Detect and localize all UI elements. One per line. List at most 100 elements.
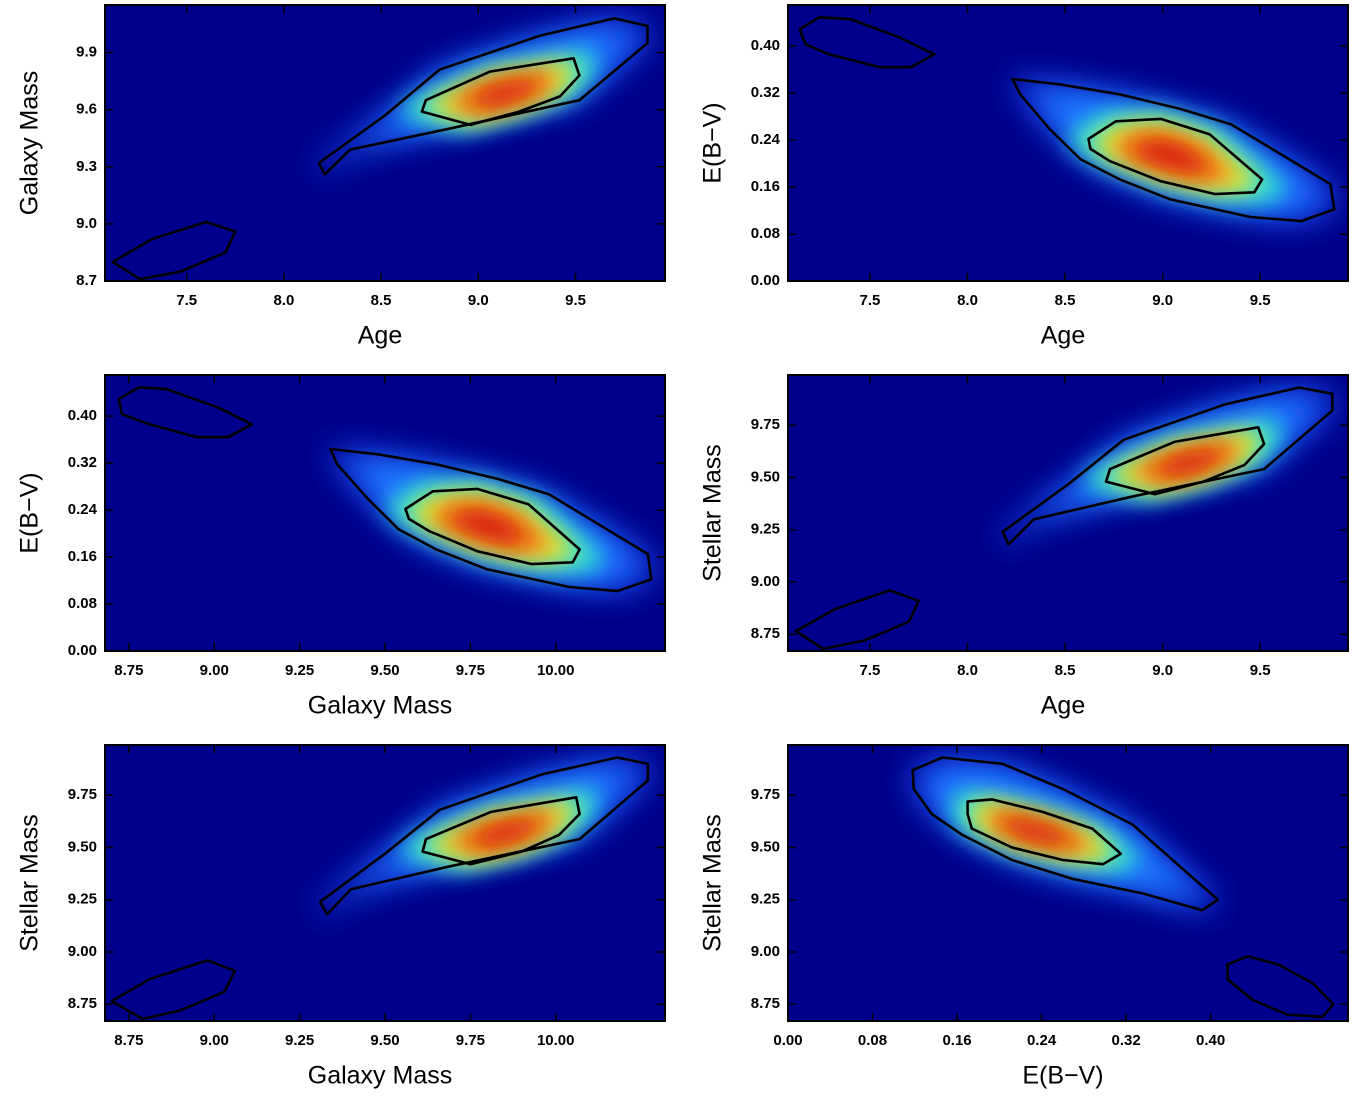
x-tick-label: 0.16 [942, 1032, 971, 1049]
x-tick-label: 7.5 [860, 292, 881, 309]
density-glow [1003, 816, 1073, 846]
y-tick-label: 0.32 [751, 84, 780, 101]
x-tick-label: 9.75 [456, 662, 485, 679]
plot-frame [787, 4, 1349, 282]
plot-frame [104, 744, 666, 1022]
x-tick-label: 9.50 [370, 1032, 399, 1049]
density-map [911, 756, 1335, 1019]
x-tick-label: 9.0 [1152, 662, 1173, 679]
y-tick-label: 9.00 [751, 943, 780, 960]
contour [794, 589, 920, 651]
y-tick-label: 9.6 [76, 101, 97, 118]
contour [798, 16, 936, 69]
density-glow [467, 77, 539, 108]
contour [110, 959, 237, 1021]
y-tick-label: 9.00 [68, 943, 97, 960]
y-tick-label: 8.75 [751, 625, 780, 642]
y-tick-label: 9.75 [751, 416, 780, 433]
contour [1001, 386, 1334, 546]
y-tick-label: 9.25 [68, 891, 97, 908]
x-axis-label: Age [358, 322, 402, 350]
x-axis-label: Galaxy Mass [308, 692, 452, 720]
y-tick-label: 9.25 [751, 891, 780, 908]
contour [1226, 954, 1335, 1019]
contour [421, 796, 581, 866]
y-tick-label: 9.75 [68, 786, 97, 803]
x-tick-label: 10.00 [537, 662, 575, 679]
y-tick-label: 9.50 [751, 468, 780, 485]
contour [318, 756, 650, 916]
y-tick-label: 0.40 [68, 407, 97, 424]
y-tick-label: 9.50 [68, 838, 97, 855]
density-map [111, 17, 649, 281]
y-tick-label: 0.24 [68, 501, 98, 518]
x-tick-label: 9.0 [468, 292, 489, 309]
y-tick-label: 9.00 [751, 573, 780, 590]
x-tick-label: 8.5 [371, 292, 392, 309]
y-axis-label: Stellar Mass [699, 814, 727, 952]
contour [1104, 426, 1266, 496]
plot-frame [787, 374, 1349, 652]
contour [117, 386, 254, 439]
y-tick-label: 9.50 [751, 838, 780, 855]
x-tick-label: 0.24 [1027, 1032, 1057, 1049]
panel: 7.5 8.0 8.5 9.0 9.5 8.7 9.0 9.3 9.6 9.9 Age Galaxy … [16, 4, 666, 350]
x-tick-label: 8.0 [957, 662, 978, 679]
density-glow [468, 817, 539, 848]
x-axis-label: Galaxy Mass [308, 1062, 452, 1090]
y-tick-label: 9.75 [751, 786, 780, 803]
x-tick-label: 8.5 [1055, 292, 1076, 309]
y-tick-label: 0.00 [68, 642, 97, 659]
y-tick-label: 8.75 [751, 995, 780, 1012]
y-axis-label: Stellar Mass [16, 814, 44, 952]
y-tick-label: 9.0 [76, 215, 97, 232]
contour [1011, 77, 1336, 223]
y-tick-label: 8.7 [76, 272, 97, 289]
density-glow [1151, 447, 1223, 478]
density-map [794, 386, 1334, 651]
y-tick-label: 0.16 [751, 178, 780, 195]
y-axis-label: Galaxy Mass [16, 71, 44, 215]
x-tick-label: 9.5 [1250, 662, 1271, 679]
plot-frame [104, 374, 666, 652]
x-tick-label: 9.0 [1152, 292, 1173, 309]
y-tick-label: 0.32 [68, 454, 97, 471]
contour [317, 17, 649, 176]
x-axis-label: Age [1041, 322, 1085, 350]
density-map [798, 16, 1336, 223]
x-tick-label: 8.5 [1055, 662, 1076, 679]
panel: 8.75 9.00 9.25 9.50 9.75 10.00 8.75 9.00 9.25 9.5… [16, 744, 666, 1090]
y-tick-label: 0.08 [751, 225, 780, 242]
x-tick-label: 9.5 [565, 292, 586, 309]
y-tick-label: 8.75 [68, 995, 97, 1012]
panel: 0.00 0.08 0.16 0.24 0.32 0.40 8.75 9.00 9.25 9.50… [699, 744, 1349, 1090]
panel: 7.5 8.0 8.5 9.0 9.5 8.75 9.00 9.25 9.50 9.75 Age St… [699, 374, 1349, 720]
plot-frame [787, 744, 1349, 1022]
x-tick-label: 9.50 [370, 662, 399, 679]
y-tick-label: 9.25 [751, 521, 780, 538]
x-axis-label: E(B−V) [1022, 1062, 1103, 1090]
contour [966, 798, 1123, 866]
x-tick-label: 8.0 [273, 292, 294, 309]
y-tick-label: 0.40 [751, 37, 780, 54]
y-tick-label: 0.00 [751, 272, 780, 289]
y-tick-label: 9.3 [76, 158, 97, 175]
x-tick-label: 9.00 [200, 1032, 229, 1049]
x-tick-label: 9.75 [456, 1032, 485, 1049]
x-tick-label: 0.40 [1196, 1032, 1225, 1049]
contour [1087, 117, 1264, 196]
x-tick-label: 10.00 [537, 1032, 575, 1049]
x-axis-label: Age [1041, 692, 1085, 720]
panel: 7.5 8.0 8.5 9.0 9.5 0.00 0.08 0.16 0.24 0.32 0.40 A… [699, 4, 1349, 350]
y-tick-label: 9.9 [76, 44, 97, 61]
contour [911, 756, 1220, 912]
y-axis-label: E(B−V) [16, 472, 44, 553]
contour [111, 220, 237, 281]
plot-frame [104, 4, 666, 282]
contour [329, 447, 653, 593]
panel: 8.75 9.00 9.25 9.50 9.75 10.00 0.00 0.08 0.16 0.2… [16, 374, 666, 720]
x-tick-label: 8.75 [114, 1032, 143, 1049]
y-tick-label: 0.24 [751, 131, 781, 148]
plot-background [788, 745, 1348, 1021]
